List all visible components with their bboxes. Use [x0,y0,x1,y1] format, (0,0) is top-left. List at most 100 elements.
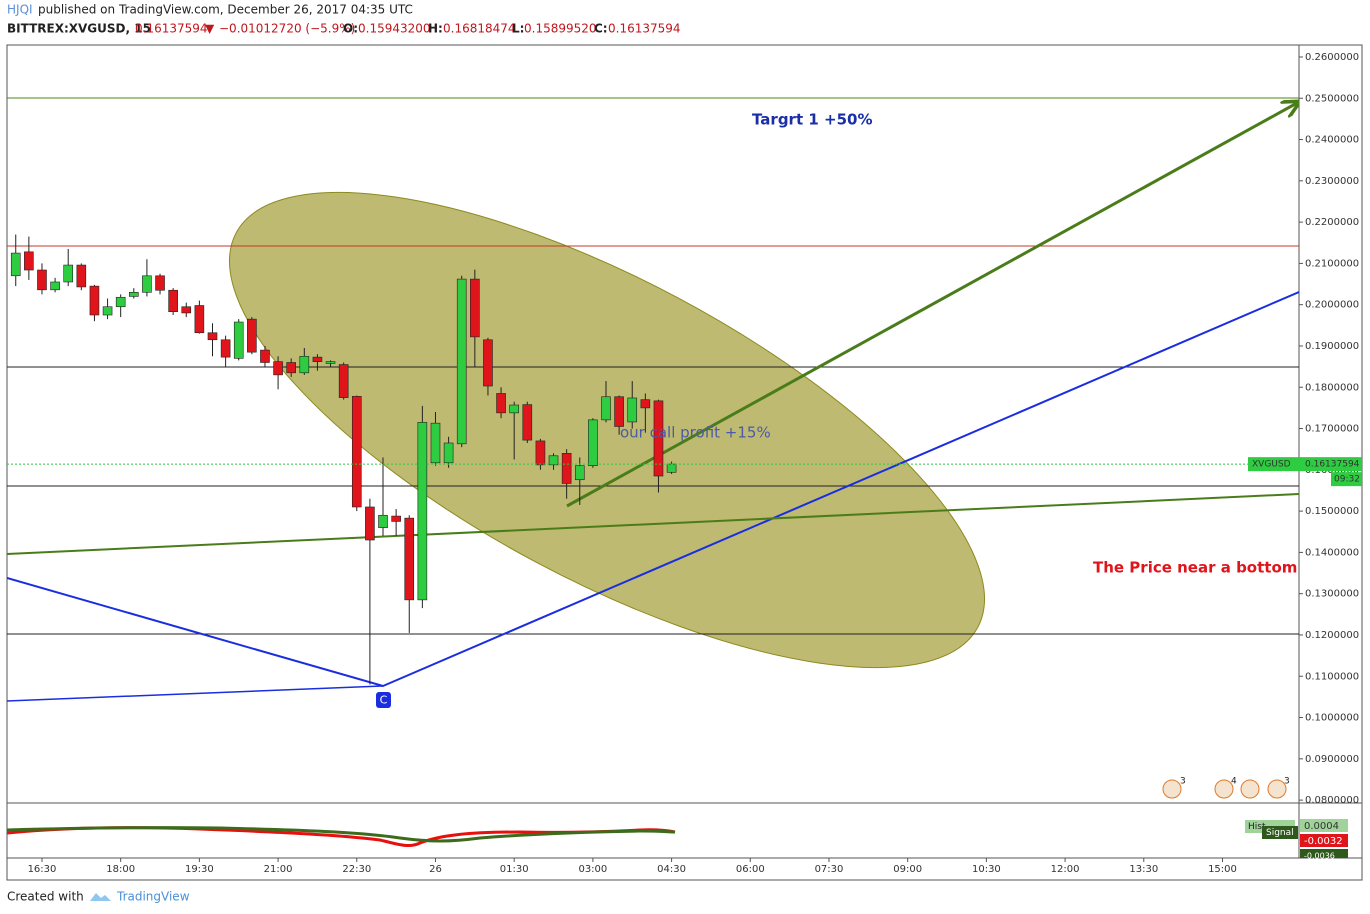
marker-box [376,692,391,708]
candle-body [614,396,624,427]
candle-body [338,364,349,398]
brand[interactable]: TradingView [116,890,190,904]
y-tick-label: 0.1100000 [1305,671,1359,682]
user[interactable]: HJQI [7,3,33,17]
x-tick-label: 15:00 [1208,864,1237,875]
y-tick-label: 0.2100000 [1305,258,1359,269]
candle-body [89,285,100,316]
signal-line [6,826,676,843]
green-trend [7,493,1299,555]
candle-body [391,515,401,522]
symbol-line: BITTREX:XVGUSD, 15 0.16137594 ▼ −0.01012… [7,22,681,36]
candle-body [299,355,310,374]
close: 0.16137594 [608,22,681,36]
countdown: 09:32 [1334,475,1360,485]
open: 0.15943200 [358,22,431,36]
candle-body [286,362,296,374]
candle-body [666,463,677,473]
logo [90,893,111,901]
x-tick-label: 26 [429,864,442,875]
hist-label: Hist [1248,822,1266,832]
last-price: 0.16137594 [135,22,208,36]
indicator-value: -0.0036 [1304,852,1335,861]
symbol: BITTREX:XVGUSD, 15 [7,22,151,36]
event-icon[interactable] [1267,779,1287,799]
candle-body [63,264,74,283]
event-icon[interactable] [1162,779,1182,799]
x-tick-label: 19:30 [185,864,214,875]
plot: Targrt 1 +50% our call profit +15% The Pri… [7,97,1321,702]
created-with: Created with [7,890,84,904]
y-tick-label: 0.1900000 [1305,341,1359,352]
candle-body [588,419,598,466]
y-tick-label: 0.2200000 [1305,217,1359,228]
y-tick-label: 0.0900000 [1305,754,1359,765]
ellipse-drawing [229,191,985,669]
x-tick-label: 04:30 [657,864,686,875]
candle-body [535,440,546,466]
h-label: H: [428,22,443,36]
x-tick-label: 13:30 [1129,864,1158,875]
candle-body [155,275,165,291]
target-arrow [566,103,1297,508]
candle-body [194,305,205,334]
y-tick-label: 0.2000000 [1305,300,1359,311]
candle-body [456,278,467,445]
macd-line [6,826,676,848]
event-icon[interactable] [1214,779,1234,799]
x-tick-label: 06:00 [736,864,765,875]
candle-body [601,396,611,421]
candle-body [640,399,651,409]
candle-body [142,275,152,293]
icons: 3 4 3 [1162,777,1290,799]
candle-body [102,306,113,316]
candle-body [37,269,47,291]
event-icon[interactable] [1240,779,1260,799]
y-tick-label: 0.1000000 [1305,713,1359,724]
price-tag-box [1248,457,1362,472]
x-tick-label: 21:00 [264,864,293,875]
candle-body [443,442,454,464]
candle-body [273,361,283,376]
x-tick-label: 01:30 [500,864,529,875]
countdown-box [1331,472,1362,487]
y-tick-label: 0.2400000 [1305,135,1359,146]
change: −0.01012720 (−5.9%) [219,22,355,36]
price-tag-price: 0.16137594 [1305,460,1360,470]
arrow: ▼ [205,22,215,36]
blue-trend [7,685,384,702]
candle-body [50,281,60,291]
indicator-value: 0.0004 [1304,821,1339,832]
candle-body [470,278,480,338]
annotation: Targrt 1 +50% [752,111,872,129]
l-label: L: [512,22,524,36]
candle-body [417,422,428,601]
indicator: Hist Signal 0.0004 -0.0032 -0.0036 [6,819,1348,861]
candle-body [548,455,559,466]
candle-body [24,251,34,271]
icon-count: 3 [1180,777,1186,787]
y-tick-label: 0.2600000 [1305,52,1359,63]
x-tick-label: 09:00 [893,864,922,875]
icon-count: 3 [1284,777,1290,787]
candle-body [76,264,87,288]
published: published on TradingView.com, December 2… [38,3,413,17]
candle-body [181,306,192,314]
x-tick-label: 12:00 [1051,864,1080,875]
x-tick-label: 22:30 [342,864,371,875]
candle-body [365,506,375,541]
signal-box [1262,826,1298,839]
candle-body [10,252,21,277]
value-box [1300,849,1348,858]
y-tick-label: 0.1700000 [1305,424,1359,435]
candle-body [128,291,139,297]
x-tick-label: 07:30 [815,864,844,875]
candle-body [325,361,336,364]
y-tick-label: 0.0800000 [1305,795,1359,806]
annotation: The Price near a bottom ar [1093,559,1321,577]
candle-body [496,393,506,414]
value-box [1300,819,1348,832]
y-tick-label: 0.2500000 [1305,93,1359,104]
high: 0.16818474 [443,22,516,36]
